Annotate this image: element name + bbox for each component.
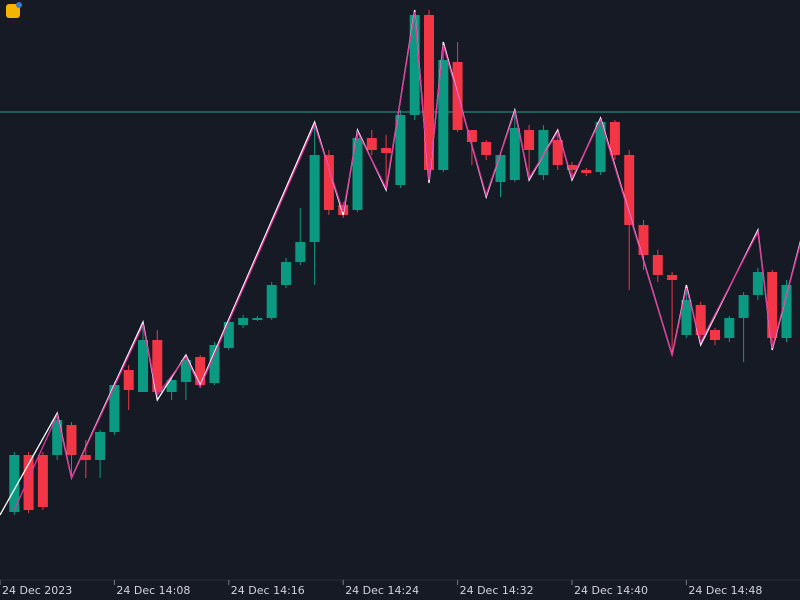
candle-body bbox=[309, 155, 320, 242]
icon-body[interactable] bbox=[6, 4, 20, 18]
candle-body bbox=[109, 385, 120, 432]
candle-body bbox=[23, 455, 34, 510]
candle-body bbox=[724, 318, 735, 338]
candle-body bbox=[266, 285, 277, 318]
candle-body bbox=[9, 455, 20, 512]
candle-body bbox=[481, 142, 492, 155]
candle-body bbox=[695, 305, 706, 335]
candle-body bbox=[624, 155, 635, 225]
candle-body bbox=[638, 225, 649, 255]
candle-body bbox=[80, 455, 91, 460]
candle-body bbox=[752, 272, 763, 295]
candle-body bbox=[552, 140, 563, 165]
candle-body bbox=[52, 420, 63, 455]
candle-body bbox=[567, 165, 577, 170]
candle-body bbox=[152, 340, 163, 392]
candle-body bbox=[509, 128, 520, 180]
candle-body bbox=[524, 130, 535, 150]
candle-body bbox=[281, 262, 291, 285]
candle-body bbox=[180, 360, 191, 382]
candle-body bbox=[223, 322, 234, 348]
zigzag-line bbox=[13, 11, 800, 511]
x-tick-label: 24 Dec 14:40 bbox=[574, 584, 648, 597]
platform-icon[interactable] bbox=[6, 2, 22, 18]
x-tick-label: 24 Dec 14:24 bbox=[345, 584, 419, 597]
x-tick-label: 24 Dec 14:48 bbox=[688, 584, 762, 597]
candle-body bbox=[366, 138, 377, 150]
candle-body bbox=[352, 138, 363, 210]
candle-body bbox=[195, 357, 206, 385]
candle-body bbox=[538, 130, 549, 175]
icon-dot[interactable] bbox=[16, 2, 22, 8]
candle-body bbox=[767, 272, 778, 338]
candle-body bbox=[710, 330, 720, 340]
candle-body bbox=[424, 15, 434, 170]
candle-body bbox=[409, 15, 420, 115]
candle-body bbox=[166, 380, 177, 392]
candle-body bbox=[138, 340, 148, 392]
x-tick-label: 24 Dec 14:08 bbox=[116, 584, 190, 597]
candle-body bbox=[681, 300, 692, 335]
x-tick-label: 24 Dec 14:32 bbox=[460, 584, 534, 597]
candle-body bbox=[581, 170, 592, 173]
candle-body bbox=[495, 155, 506, 182]
candle-body bbox=[252, 318, 263, 320]
candle-body bbox=[323, 155, 334, 210]
candle-body bbox=[652, 255, 663, 275]
candle-body bbox=[595, 122, 606, 172]
candle-body bbox=[466, 130, 477, 142]
candle-body bbox=[238, 318, 249, 325]
candle-body bbox=[609, 122, 620, 155]
candle-body bbox=[209, 345, 220, 383]
x-tick-label: 24 Dec 14:16 bbox=[231, 584, 305, 597]
candle-body bbox=[781, 285, 792, 338]
candle-body bbox=[95, 432, 106, 460]
candle-body bbox=[37, 455, 48, 507]
candle-body bbox=[66, 425, 77, 455]
candle-body bbox=[667, 275, 678, 280]
x-tick-label: 24 Dec 2023 bbox=[2, 584, 72, 597]
candle-body bbox=[295, 242, 306, 262]
candle-body bbox=[381, 148, 392, 153]
candle-body bbox=[738, 295, 749, 318]
candle-body bbox=[123, 370, 134, 390]
candle-body bbox=[395, 115, 406, 185]
candle-body bbox=[438, 60, 449, 170]
